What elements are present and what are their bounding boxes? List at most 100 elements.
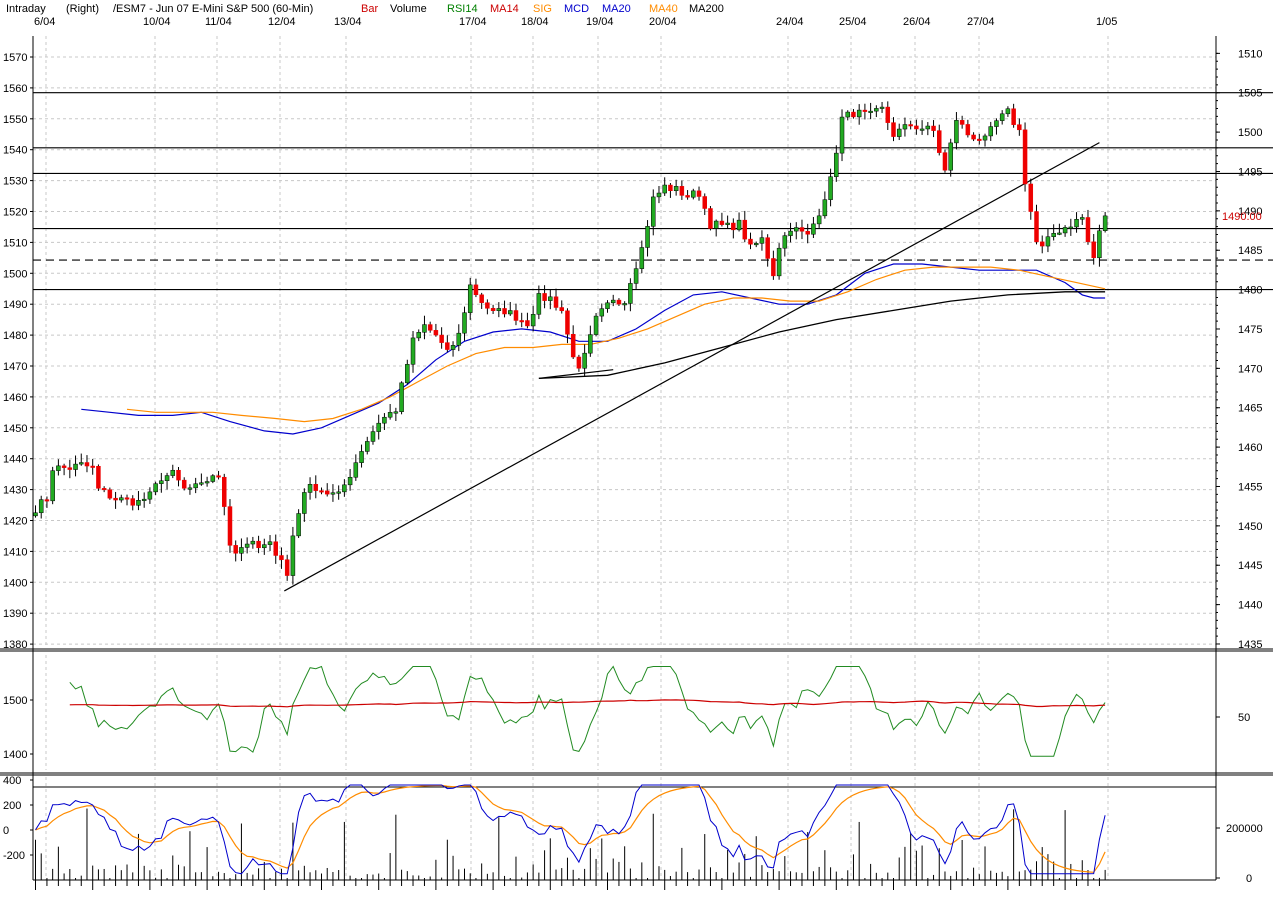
macd-line: [35, 784, 1106, 875]
candle-body: [559, 307, 564, 312]
candle-body: [456, 332, 462, 346]
candle-body: [1011, 108, 1016, 125]
candle-body: [530, 314, 536, 327]
candle-body: [925, 125, 931, 130]
candle-body: [233, 545, 238, 554]
candle-body: [765, 237, 770, 259]
candle-body: [731, 222, 736, 231]
candle-body: [324, 490, 330, 495]
date-label: 6/04: [34, 16, 55, 28]
candle-body: [296, 513, 301, 537]
left-tick-label: 1400: [3, 577, 27, 589]
left-tick-label: 1490: [3, 299, 27, 311]
last-price-label: 1490.00: [1222, 211, 1262, 223]
candle-body: [845, 111, 850, 118]
rsi-pane: 1500 1400 50: [3, 665, 1250, 761]
left-tick-label: 1380: [3, 639, 27, 651]
left-tick-label: 1460: [3, 392, 27, 404]
candle-body: [130, 498, 135, 506]
candle-body: [490, 308, 496, 311]
trendline: [284, 142, 1100, 592]
candle-body: [548, 296, 553, 301]
date-label: 27/04: [967, 16, 995, 28]
candle-body: [1022, 129, 1028, 185]
date-label: 11/04: [205, 16, 232, 28]
header-item: MA20: [602, 3, 631, 15]
candle-body: [370, 431, 376, 442]
candle-body: [702, 196, 707, 209]
candle-body: [273, 541, 278, 556]
candle-body: [342, 484, 347, 493]
candle-body: [467, 284, 473, 313]
candle-body: [290, 535, 296, 576]
candle-body: [1057, 232, 1062, 235]
pane-frames: [0, 36, 1273, 890]
header-item: RSI14: [447, 3, 478, 15]
right-tick-label: 1450: [1238, 521, 1262, 533]
candle-body: [633, 268, 639, 284]
candle-body: [365, 441, 370, 452]
candle-body: [536, 293, 542, 315]
left-tick-label: 1450: [3, 423, 27, 435]
candle-body: [776, 247, 782, 277]
candle-body: [565, 310, 570, 335]
rsi-left-label: 1500: [3, 695, 27, 707]
candle-body: [73, 463, 78, 470]
date-label: 25/04: [839, 16, 867, 28]
price-right-axis: 1510 1505 1500 1495 1490 1485 1480 1475 1470 1465…: [1216, 48, 1262, 651]
chart-header: Intraday (Right) /ESM7 - Jun 07 E-Mini S&P…: [6, 3, 724, 15]
candle-body: [885, 106, 891, 123]
candle-body: [508, 310, 513, 315]
candle-body: [1017, 124, 1022, 131]
date-label: 12/04: [268, 16, 296, 28]
candle-body: [193, 483, 198, 489]
left-tick-label: 1540: [3, 145, 27, 157]
right-tick-label: 1465: [1238, 403, 1262, 415]
candle-body: [959, 120, 965, 125]
rsi-right-label: 50: [1238, 712, 1250, 724]
candle-body: [753, 243, 759, 246]
candle-body: [685, 195, 690, 198]
candle-body: [496, 308, 502, 311]
right-tick-label: 1500: [1238, 127, 1262, 139]
candle-body: [1039, 241, 1045, 247]
candle-body: [84, 462, 90, 467]
candle-body: [794, 227, 799, 232]
candle-body: [811, 223, 816, 235]
candle-body: [164, 475, 170, 481]
candle-body: [799, 227, 805, 232]
left-tick-label: 1530: [3, 176, 27, 188]
header-item: Intraday: [6, 3, 46, 15]
candle-body: [719, 220, 725, 225]
candle-body: [662, 184, 667, 194]
candle-body: [593, 315, 599, 335]
candle-body: [874, 108, 879, 112]
candle-body: [851, 111, 856, 118]
rsi-ma-line: [69, 699, 1106, 708]
header-item: MA200: [689, 3, 724, 15]
right-tick-label: 1435: [1238, 639, 1262, 651]
candle-body: [708, 208, 713, 229]
right-tick-label: 1440: [1238, 600, 1262, 612]
candle-body: [141, 498, 147, 501]
candle-body: [542, 293, 547, 301]
right-tick-label: 1495: [1238, 166, 1262, 178]
moving-averages: [81, 263, 1106, 435]
candle-body: [199, 482, 204, 485]
date-label: 20/04: [649, 16, 677, 28]
candle-body: [267, 541, 273, 545]
candle-body: [914, 125, 919, 130]
right-tick-label: 1460: [1238, 442, 1262, 454]
candle-body: [313, 484, 319, 491]
candle-body: [582, 352, 587, 369]
candle-body: [359, 451, 364, 463]
candle-body: [416, 332, 421, 339]
candle-body: [227, 506, 233, 546]
date-labels: 6/04 10/04 11/04 12/04 13/04 17/04 18/04 19/04 2…: [34, 16, 1117, 28]
candle-body: [736, 219, 742, 231]
candle-body: [919, 128, 925, 131]
trendline: [538, 369, 614, 379]
candlesticks: [33, 101, 1108, 585]
candle-body: [422, 324, 427, 333]
candle-body: [33, 512, 38, 517]
